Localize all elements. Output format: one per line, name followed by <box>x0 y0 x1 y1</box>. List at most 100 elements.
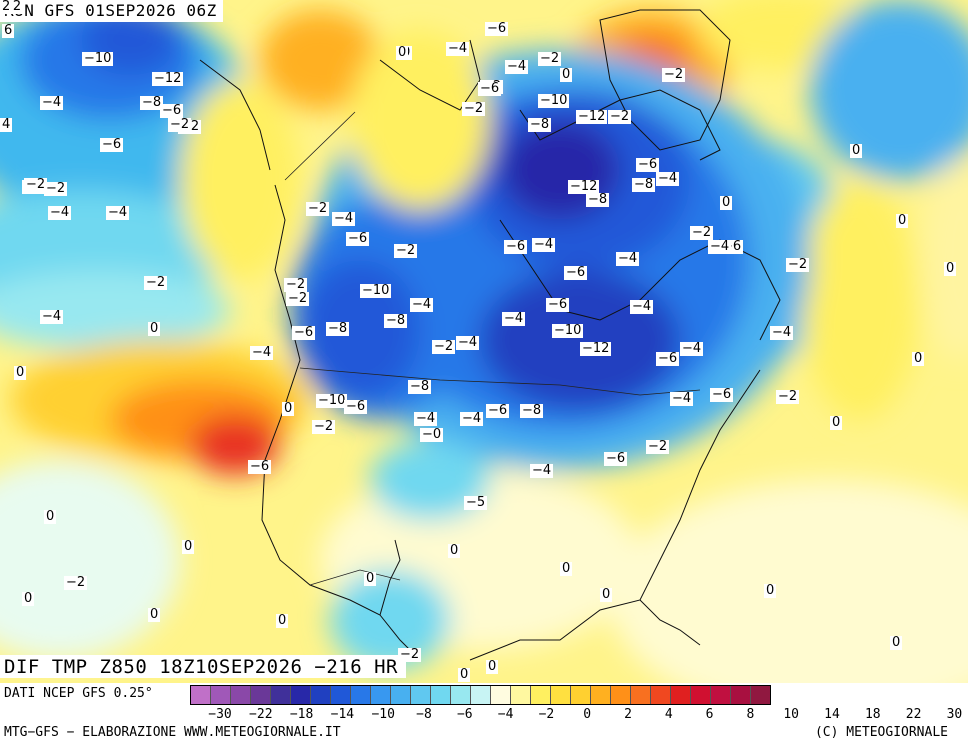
contour-label: −4 <box>40 95 64 110</box>
legend-swatch <box>571 686 591 704</box>
legend-swatch <box>411 686 431 704</box>
contour-label: 0 <box>22 591 35 606</box>
legend-swatch <box>391 686 411 704</box>
contour-label: −4 <box>48 205 72 220</box>
credit-left: MTG−GFS − ELABORAZIONE WWW.METEOGIORNALE… <box>4 725 341 740</box>
contour-label: −10 <box>316 393 348 408</box>
contour-label: −4 <box>530 463 554 478</box>
color-scale <box>190 685 771 705</box>
contour-label: −8 <box>528 117 552 132</box>
contour-label: −6 <box>160 103 184 118</box>
legend-tick-label: −22 <box>249 707 273 722</box>
legend-swatch <box>671 686 691 704</box>
legend-swatch <box>431 686 451 704</box>
contour-label: −6 <box>478 81 502 96</box>
contour-label: −4 <box>616 251 640 266</box>
contour-label: −8 <box>408 379 432 394</box>
legend-tick-label: 0 <box>583 707 592 722</box>
contour-label: 0 <box>764 583 777 598</box>
legend-swatch <box>651 686 671 704</box>
legend-tick-label: 30 <box>946 707 963 722</box>
legend: DATI NCEP GFS 0.25° −30 −22 −18 −14 −10 −8 −6−… <box>0 683 968 745</box>
contour-label: −4 <box>106 205 130 220</box>
contour-label: −8 <box>326 321 350 336</box>
legend-tick-label: 4 <box>664 707 673 722</box>
legend-swatch <box>471 686 491 704</box>
contour-label: −2 <box>284 277 308 292</box>
contour-label: −2 <box>144 275 168 290</box>
contour-label: −6 <box>248 459 272 474</box>
temperature-anomaly-map: RUN GFS 01SEP2026 06Z 6−10−12−8−6−2−44−6… <box>0 0 968 683</box>
contour-label: −8 <box>384 313 408 328</box>
contour-label: 0 <box>396 45 409 60</box>
legend-tick-label: 22 <box>905 707 922 722</box>
contour-label: −4 <box>505 59 529 74</box>
legend-tick-label: 8 <box>746 707 755 722</box>
legend-tick-label: 2 <box>624 707 632 722</box>
legend-swatch <box>711 686 731 704</box>
contour-label: 0 <box>830 415 843 430</box>
contour-label: −12 <box>152 71 184 86</box>
legend-swatch <box>231 686 251 704</box>
legend-tick-label: −30 <box>208 707 232 722</box>
contour-label: −2 <box>168 117 192 132</box>
contour-label: −2 <box>64 575 88 590</box>
contour-label: −6 <box>504 239 528 254</box>
contour-label: 0 <box>44 509 57 524</box>
contour-label: −4 <box>446 41 470 56</box>
contour-label: −6 <box>486 403 510 418</box>
contour-label: 0 <box>850 143 863 158</box>
legend-tick-label: 10 <box>783 707 800 722</box>
contour-label: −6 <box>485 21 509 36</box>
legend-tick-label: −6 <box>456 707 473 722</box>
contour-label: −2 <box>312 419 336 434</box>
contour-label: 0 <box>282 401 295 416</box>
contour-label: −10 <box>538 93 570 108</box>
legend-swatch <box>731 686 751 704</box>
legend-swatch <box>491 686 511 704</box>
run-title: RUN GFS 01SEP2026 06Z <box>0 0 223 22</box>
legend-swatch <box>211 686 231 704</box>
contour-label: −4 <box>332 211 356 226</box>
contour-label: 0 <box>944 261 957 276</box>
contour-label: −6 <box>656 351 680 366</box>
coastlines <box>199 9 781 661</box>
contour-label: −12 <box>568 179 600 194</box>
contour-label: 0 <box>720 195 733 210</box>
contour-label: −6 <box>546 297 570 312</box>
contour-label: 0 <box>890 635 903 650</box>
contour-label: 0 <box>458 667 471 682</box>
legend-swatch <box>531 686 551 704</box>
contour-label: 6 <box>2 23 15 38</box>
legend-swatch <box>271 686 291 704</box>
contour-label: −6 <box>604 451 628 466</box>
contour-label: 2 <box>0 0 13 14</box>
legend-swatch <box>291 686 311 704</box>
field-title: DIF TMP Z850 18Z10SEP2026 −216 HR <box>0 655 406 678</box>
contour-label: 0 <box>600 587 613 602</box>
contour-label: −2 <box>394 243 418 258</box>
contour-label: −6 <box>344 399 368 414</box>
legend-swatch <box>351 686 371 704</box>
contour-label: −2 <box>786 257 810 272</box>
legend-swatch <box>691 686 711 704</box>
contour-label: −0 <box>420 427 444 442</box>
legend-swatch <box>311 686 331 704</box>
contour-label: −2 <box>462 101 486 116</box>
borders <box>284 111 701 586</box>
contour-label: −4 <box>770 325 794 340</box>
contour-label: −5 <box>464 495 488 510</box>
contour-label: 0 <box>364 571 377 586</box>
legend-tick-label: −2 <box>538 707 555 722</box>
legend-swatch <box>591 686 611 704</box>
legend-swatch <box>631 686 651 704</box>
contour-label: −2 <box>432 339 456 354</box>
contour-label: −2 <box>776 389 800 404</box>
legend-swatch <box>751 686 770 704</box>
legend-tick-label: −10 <box>371 707 395 722</box>
legend-tick-label: 6 <box>705 707 714 722</box>
data-source: DATI NCEP GFS 0.25° <box>4 686 153 701</box>
contour-label: −6 <box>100 137 124 152</box>
contour-label: −4 <box>460 411 484 426</box>
contour-label: −6 <box>346 231 370 246</box>
